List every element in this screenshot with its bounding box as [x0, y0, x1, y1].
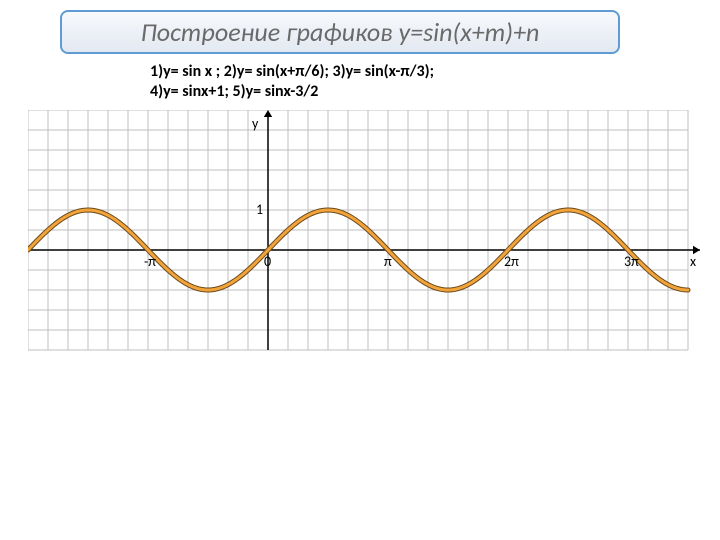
svg-text:0: 0: [264, 253, 271, 270]
svg-text:3π: 3π: [624, 253, 639, 270]
svg-text:x: x: [690, 253, 696, 270]
svg-text:y: y: [252, 115, 259, 132]
subtitle-line-1: 1)y= sin x ; 2)y= sin(x+π/6); 3)y= sin(x…: [150, 62, 434, 82]
svg-text:π: π: [384, 253, 392, 270]
title-box: Построение графиков y=sin(x+m)+n: [60, 10, 620, 54]
page-title: Построение графиков y=sin(x+m)+n: [141, 16, 540, 48]
svg-text:-π: -π: [144, 253, 156, 270]
subtitle-line-2: 4)y= sinx+1; 5)y= sinx-3/2: [150, 82, 434, 102]
svg-text:1: 1: [256, 201, 263, 218]
sine-chart: -π 0 π 2π 3π x 1 y: [28, 110, 708, 354]
subtitle-block: 1)y= sin x ; 2)y= sin(x+π/6); 3)y= sin(x…: [150, 62, 434, 102]
svg-text:2π: 2π: [504, 253, 519, 270]
chart-container: -π 0 π 2π 3π x 1 y: [28, 110, 708, 359]
